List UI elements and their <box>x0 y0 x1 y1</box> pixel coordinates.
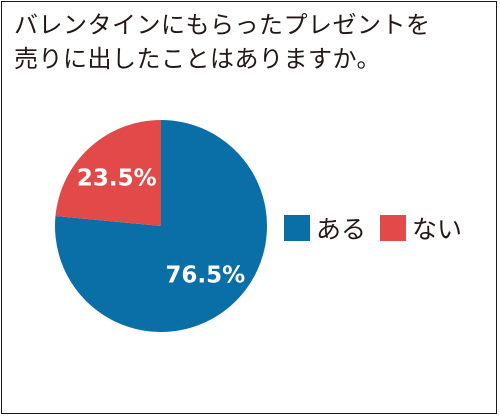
legend: ある ない <box>284 210 476 246</box>
legend-item-aru: ある <box>284 210 366 246</box>
legend-swatch-nai <box>380 215 407 241</box>
legend-label-aru: ある <box>316 215 367 244</box>
chart-title-line-2: 売りに出したことはありますか。 <box>14 45 382 73</box>
legend-item-nai: ない <box>380 210 462 246</box>
data-label-aru: 76.5% <box>165 263 245 289</box>
pie-slice-nai <box>55 120 162 226</box>
legend-label-nai: ない <box>412 215 463 244</box>
legend-swatch-aru <box>284 215 310 241</box>
chart-title-line-1: バレンタインにもらったプレゼントを <box>14 11 431 39</box>
data-label-nai: 23.5% <box>77 165 157 191</box>
chart-title: バレンタインにもらったプレゼントを 売りに出したことはありますか。 <box>14 8 484 76</box>
